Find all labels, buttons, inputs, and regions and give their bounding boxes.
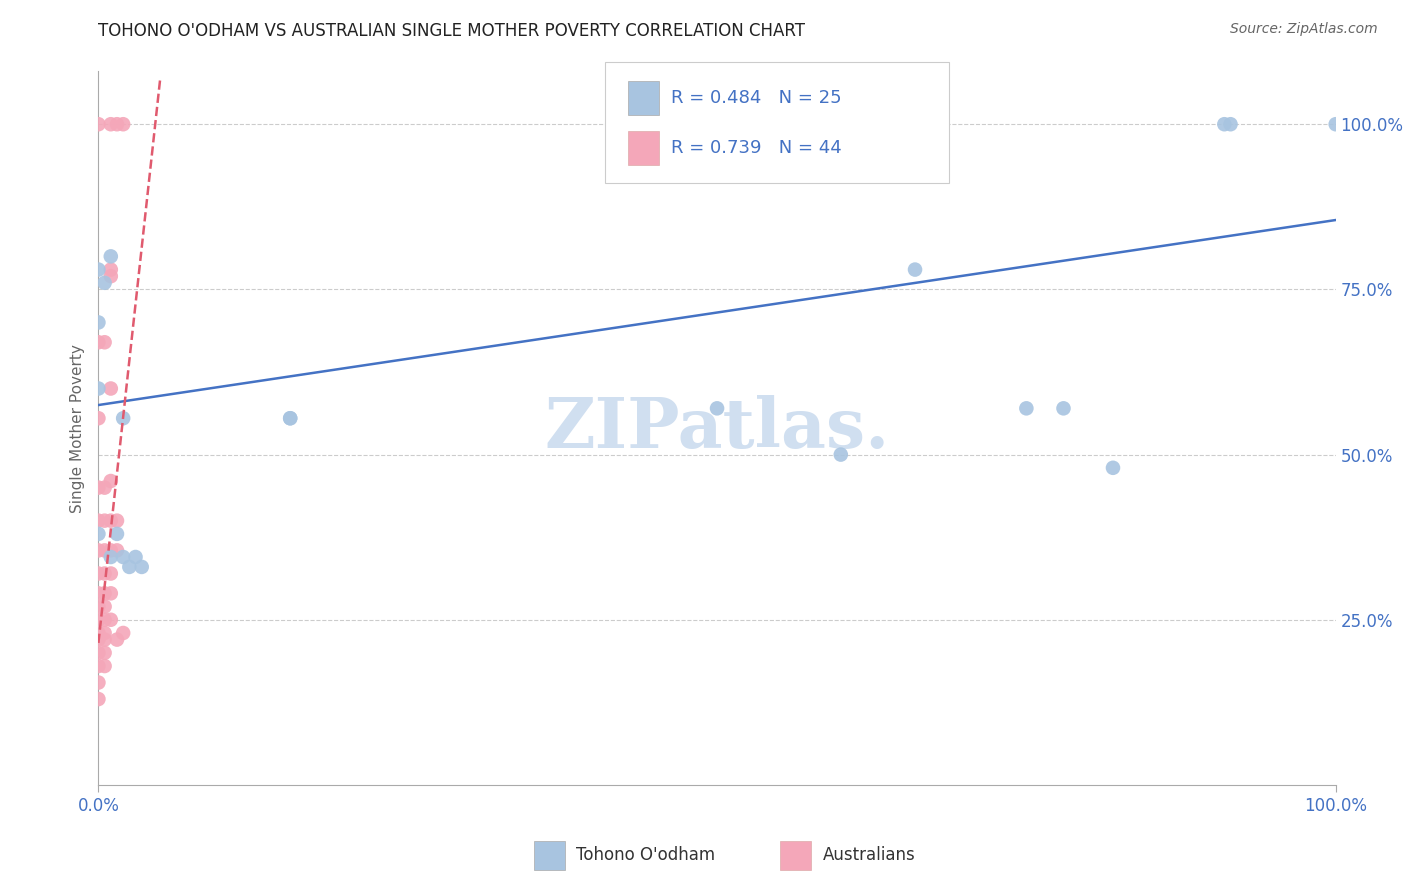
Y-axis label: Single Mother Poverty: Single Mother Poverty bbox=[70, 343, 86, 513]
Point bbox=[93, 599, 115, 614]
Point bbox=[87, 675, 110, 690]
Point bbox=[1102, 460, 1125, 475]
Point bbox=[87, 262, 110, 277]
Point bbox=[87, 613, 110, 627]
Point bbox=[87, 646, 110, 660]
Point bbox=[112, 549, 135, 564]
Point bbox=[93, 632, 115, 647]
Point bbox=[131, 560, 153, 574]
Point bbox=[93, 646, 115, 660]
Point bbox=[112, 626, 135, 640]
Point bbox=[105, 543, 128, 558]
Point bbox=[100, 269, 122, 284]
Point bbox=[87, 335, 110, 350]
Text: ZIPatlas.: ZIPatlas. bbox=[544, 394, 890, 462]
Text: R = 0.739   N = 44: R = 0.739 N = 44 bbox=[671, 139, 841, 157]
Point bbox=[118, 560, 141, 574]
Point bbox=[830, 448, 852, 462]
Point bbox=[93, 613, 115, 627]
Point bbox=[87, 659, 110, 673]
Point bbox=[1324, 117, 1347, 131]
Point bbox=[93, 543, 115, 558]
Point bbox=[278, 411, 301, 425]
Point bbox=[100, 613, 122, 627]
Point bbox=[100, 382, 122, 396]
Point bbox=[87, 632, 110, 647]
Point bbox=[105, 527, 128, 541]
Text: Australians: Australians bbox=[823, 847, 915, 864]
Point bbox=[93, 276, 115, 290]
Point bbox=[100, 249, 122, 263]
Text: TOHONO O'ODHAM VS AUSTRALIAN SINGLE MOTHER POVERTY CORRELATION CHART: TOHONO O'ODHAM VS AUSTRALIAN SINGLE MOTH… bbox=[98, 22, 806, 40]
Point bbox=[112, 411, 135, 425]
Point bbox=[87, 543, 110, 558]
Point bbox=[87, 626, 110, 640]
Point bbox=[93, 481, 115, 495]
Point bbox=[100, 117, 122, 131]
Point bbox=[87, 117, 110, 131]
Point bbox=[105, 632, 128, 647]
Point bbox=[87, 586, 110, 600]
Point bbox=[278, 411, 301, 425]
Point bbox=[93, 586, 115, 600]
Point bbox=[100, 474, 122, 488]
Point bbox=[87, 514, 110, 528]
Point bbox=[105, 514, 128, 528]
Text: Tohono O'odham: Tohono O'odham bbox=[576, 847, 716, 864]
Point bbox=[87, 527, 110, 541]
Text: Source: ZipAtlas.com: Source: ZipAtlas.com bbox=[1230, 22, 1378, 37]
Point bbox=[93, 626, 115, 640]
Point bbox=[87, 692, 110, 706]
Point bbox=[112, 117, 135, 131]
Point bbox=[866, 117, 889, 131]
Point bbox=[87, 481, 110, 495]
Point bbox=[100, 262, 122, 277]
Point bbox=[100, 514, 122, 528]
Point bbox=[1015, 401, 1038, 416]
Point bbox=[93, 335, 115, 350]
Point bbox=[100, 586, 122, 600]
Point bbox=[87, 411, 110, 425]
Point bbox=[87, 599, 110, 614]
Point bbox=[100, 566, 122, 581]
Point bbox=[124, 549, 146, 564]
Point bbox=[87, 566, 110, 581]
Point bbox=[904, 262, 927, 277]
Point bbox=[706, 401, 728, 416]
Point bbox=[100, 549, 122, 564]
Text: R = 0.484   N = 25: R = 0.484 N = 25 bbox=[671, 89, 841, 107]
Point bbox=[105, 117, 128, 131]
Point bbox=[1219, 117, 1241, 131]
Point bbox=[93, 566, 115, 581]
Point bbox=[1213, 117, 1236, 131]
Point bbox=[87, 382, 110, 396]
Point bbox=[1052, 401, 1074, 416]
Point bbox=[93, 659, 115, 673]
Point bbox=[100, 543, 122, 558]
Point bbox=[93, 514, 115, 528]
Point bbox=[87, 315, 110, 329]
